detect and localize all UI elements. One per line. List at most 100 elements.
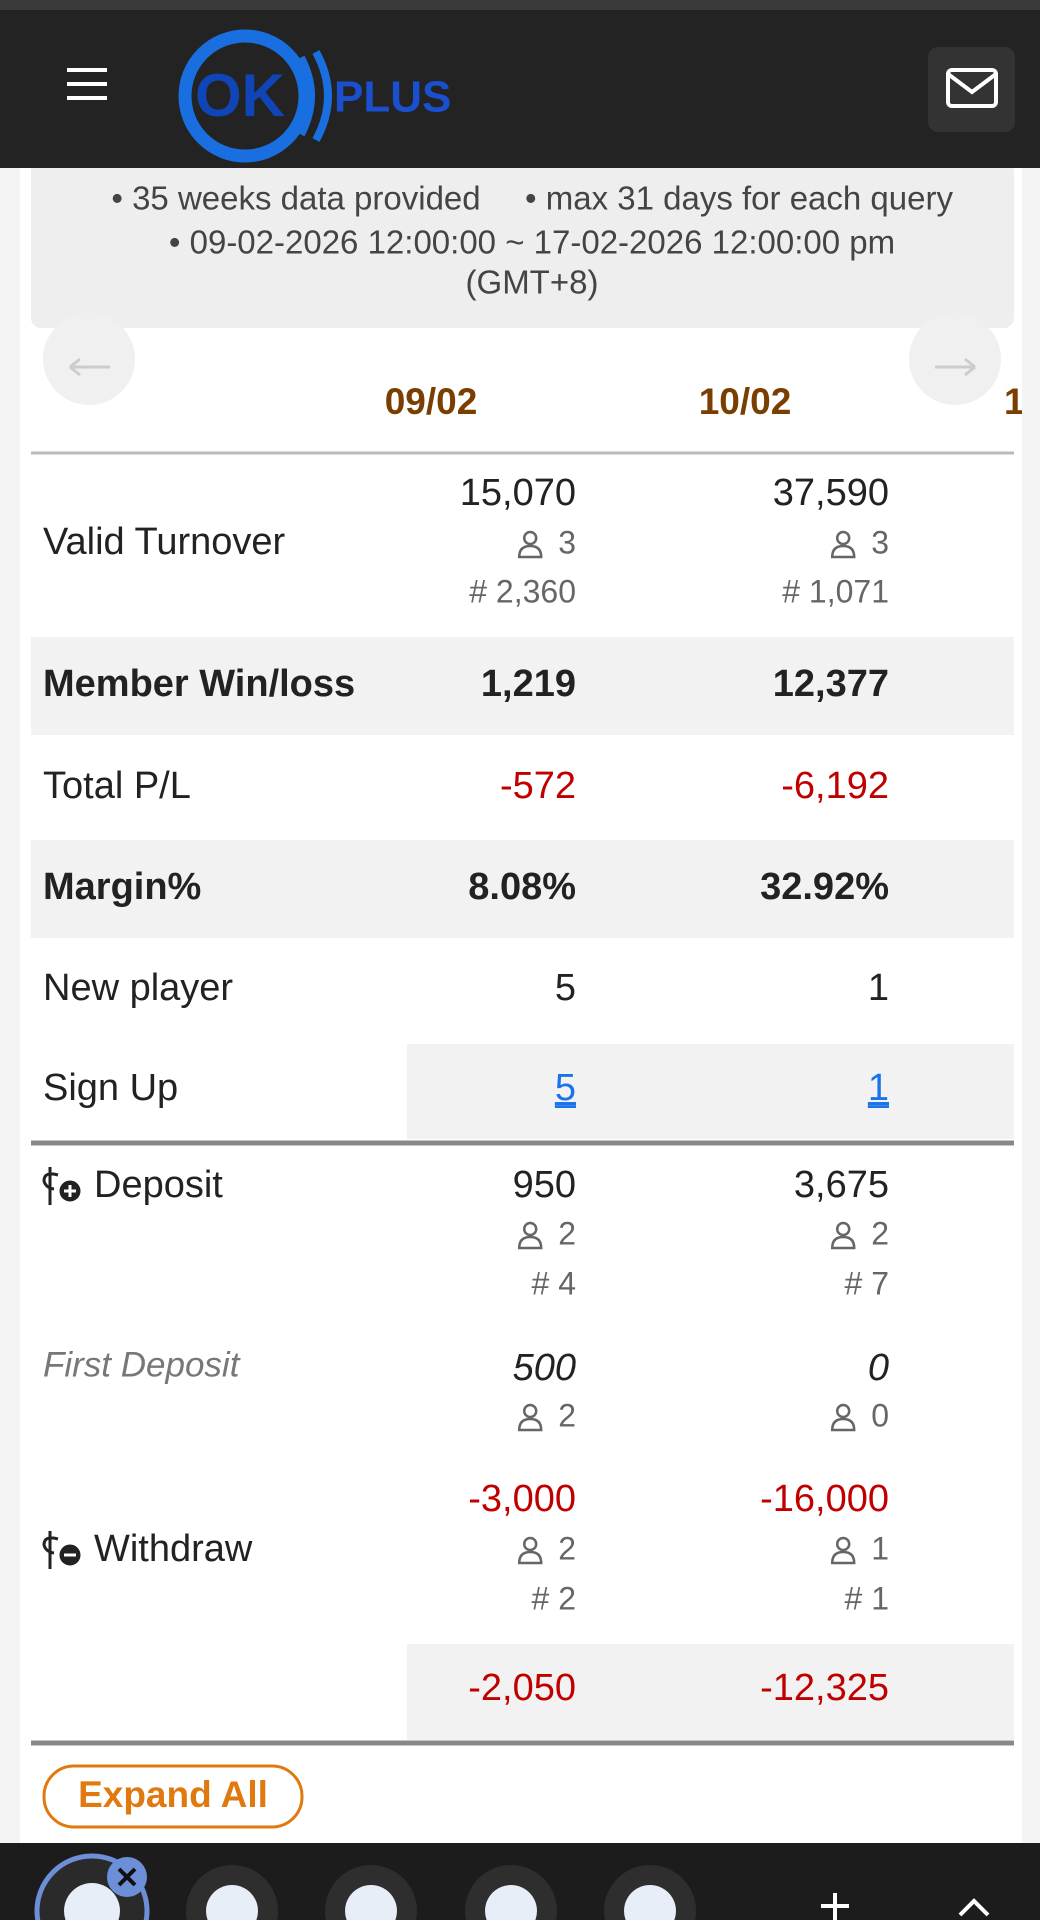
row-label: Withdraw (94, 1528, 253, 1570)
cell-value: 950 (513, 1164, 576, 1206)
person-icon (830, 1403, 856, 1432)
dollar (42, 1167, 59, 1205)
menu-button[interactable] (67, 68, 107, 100)
row-label: Member Win/loss (43, 663, 355, 705)
cell-value: 1 (868, 967, 889, 1009)
body (517, 1417, 543, 1432)
head (522, 1536, 538, 1552)
signup-link[interactable]: 5 (555, 1067, 576, 1109)
next-button[interactable] (909, 313, 1001, 405)
column-header: 10/02 (699, 381, 792, 422)
body (830, 1417, 856, 1432)
tab-bar (0, 1843, 1040, 1920)
row-background (407, 1644, 1014, 1740)
body (517, 544, 543, 559)
body (830, 544, 856, 559)
new-tab[interactable] (821, 1893, 849, 1920)
row-background (31, 637, 1014, 735)
head (835, 1221, 851, 1237)
person-icon (517, 1403, 543, 1432)
logo-suffix: PLUS (334, 73, 451, 122)
row-label: Total P/L (43, 765, 191, 807)
head (835, 530, 851, 546)
cell-value: 15,070 (460, 472, 576, 514)
player-count: 0 (871, 1397, 889, 1433)
txn-count: # 1 (845, 1580, 889, 1616)
player-count: 2 (558, 1397, 576, 1433)
column-header: 09/02 (385, 381, 478, 422)
cell-value: -3,000 (468, 1478, 576, 1520)
expand-label[interactable]: Expand All (78, 1774, 268, 1815)
cell-value: 37,590 (773, 472, 889, 514)
cell-value: 5 (555, 967, 576, 1009)
player-count: 1 (871, 1530, 889, 1566)
cell-value: 8.08% (468, 866, 576, 908)
row-label: Margin% (43, 866, 201, 908)
head (522, 530, 538, 546)
note: • max 31 days for each query (525, 180, 953, 217)
cell-value: -572 (500, 765, 576, 807)
logo-text: OK (195, 62, 285, 129)
player-count: 2 (871, 1215, 889, 1251)
txn-count: # 7 (845, 1265, 889, 1301)
info-box (31, 160, 1014, 328)
cell-value: 0 (868, 1347, 889, 1389)
txn-count: # 2,360 (469, 573, 576, 609)
signup-link[interactable]: 1 (868, 1067, 889, 1109)
header (0, 0, 1040, 168)
body (517, 1550, 543, 1565)
note: • 35 weeks data provided (111, 180, 480, 217)
prev-button[interactable] (43, 313, 135, 405)
cell-value: 500 (513, 1347, 576, 1389)
sign (64, 1185, 76, 1197)
row-background (31, 840, 1014, 938)
body (830, 1550, 856, 1565)
cell-value: 1,219 (481, 663, 576, 705)
note: (GMT+8) (466, 264, 599, 301)
head (835, 1403, 851, 1419)
txn-count: # 4 (532, 1265, 576, 1301)
table: 09/02 10/02 1 Valid Turnover 15,070 3 # 2,360 3… (31, 381, 1025, 1740)
txn-count: # 2 (532, 1580, 576, 1616)
status-strip (0, 0, 1040, 10)
body (830, 1235, 856, 1250)
person-icon (830, 1221, 856, 1250)
cell-value: 32.92% (760, 866, 889, 908)
row-label: First Deposit (43, 1345, 241, 1384)
cell-value: -12,325 (760, 1667, 889, 1709)
body (517, 1235, 543, 1250)
player-count: 2 (558, 1530, 576, 1566)
cell-value: -6,192 (781, 765, 889, 807)
row-background (407, 1044, 1014, 1139)
cell-value: 3,675 (794, 1164, 889, 1206)
row-label: Valid Turnover (43, 521, 286, 563)
txn-count: # 1,071 (782, 573, 889, 609)
person-icon (517, 1221, 543, 1250)
collapse[interactable] (958, 1898, 990, 1917)
expand-button[interactable]: Expand All (42, 1764, 304, 1829)
cell-value: -16,000 (760, 1478, 889, 1520)
column-header: 1 (1004, 381, 1025, 422)
mail-button[interactable] (928, 47, 1015, 132)
person-icon (517, 530, 543, 559)
row-label: New player (43, 967, 233, 1009)
player-count: 3 (558, 524, 576, 560)
dollar (42, 1531, 59, 1569)
row-label: Deposit (94, 1164, 223, 1206)
logo: OK PLUS (178, 29, 451, 163)
money-icon (42, 1531, 81, 1569)
person-icon (830, 1536, 856, 1565)
person-icon (830, 530, 856, 559)
note: • 09-02-2026 12:00:00 ~ 17-02-2026 12:00… (169, 224, 895, 261)
cell-value: 12,377 (773, 663, 889, 705)
player-count: 2 (558, 1215, 576, 1251)
head (835, 1536, 851, 1552)
head (522, 1403, 538, 1419)
head (522, 1221, 538, 1237)
card (20, 168, 1022, 1844)
row-label: Sign Up (43, 1067, 178, 1109)
cell-value: -2,050 (468, 1667, 576, 1709)
person-icon (517, 1536, 543, 1565)
